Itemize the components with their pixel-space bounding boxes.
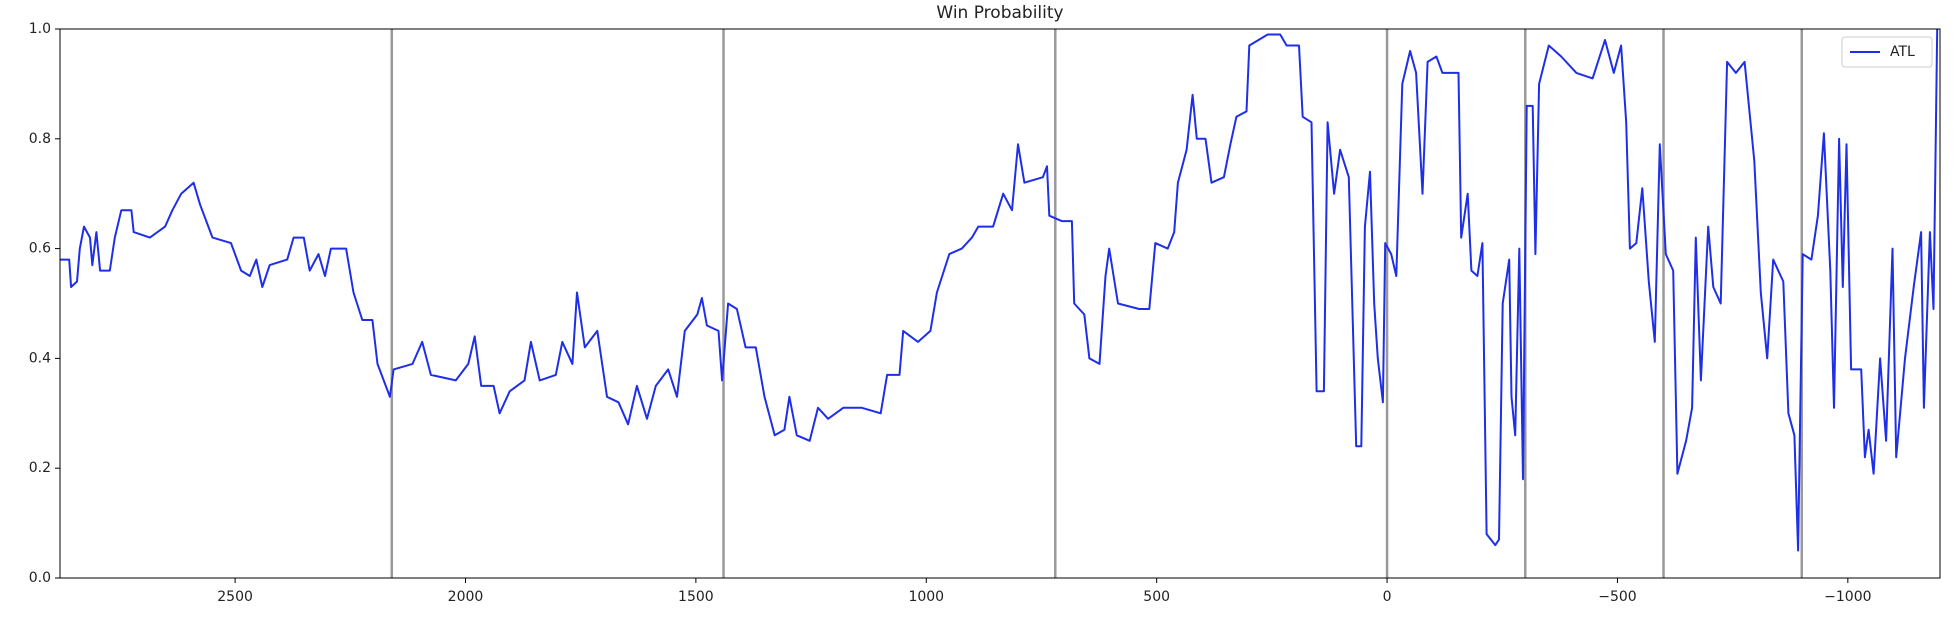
y-tick-label: 1.0 [29,21,51,37]
x-tick-label: 500 [1143,589,1170,605]
legend-box [1841,36,1933,68]
y-tick-label: 0.2 [29,460,51,476]
chart-title: Win Probability [936,3,1063,23]
y-tick-label: 0.6 [29,241,51,257]
x-tick-label: 1500 [678,589,714,605]
legend-label: ATL [1890,44,1915,60]
x-tick-label: −500 [1598,589,1636,605]
series-line [60,28,1939,552]
x-tick-label: −1000 [1824,589,1871,605]
y-tick-label: 0.0 [29,570,51,586]
plot-frame [59,28,1941,579]
x-tick-label: 2500 [217,589,253,605]
x-tick-label: 1000 [908,589,944,605]
x-tick-label: 2000 [448,589,484,605]
y-tick-label: 0.4 [29,350,51,366]
y-tick-label: 0.8 [29,131,51,147]
x-tick-label: 0 [1383,589,1392,605]
